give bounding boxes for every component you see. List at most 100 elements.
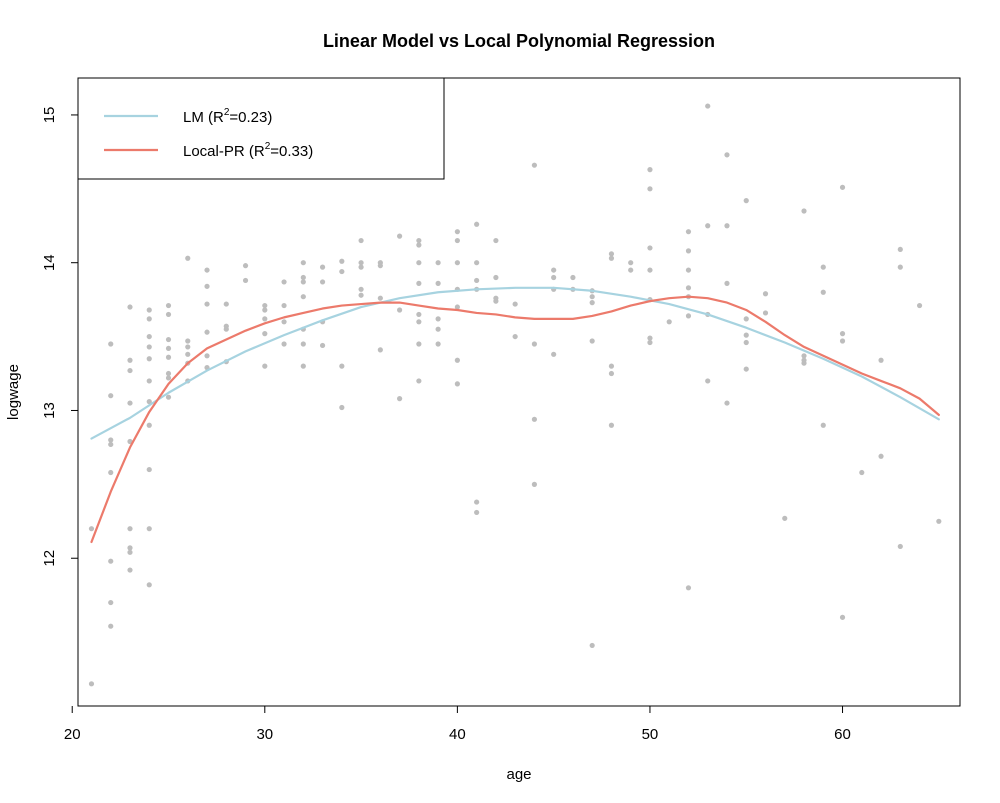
- data-point-77: [339, 268, 345, 275]
- data-point-136: [589, 300, 595, 306]
- data-point-113: [474, 260, 480, 266]
- data-point-76: [339, 258, 345, 264]
- data-point-54: [242, 263, 249, 269]
- data-point-26: [146, 422, 152, 428]
- data-point-19: [146, 307, 152, 313]
- data-point-6: [108, 469, 114, 476]
- data-point-117: [474, 509, 480, 516]
- data-point-22: [146, 344, 152, 350]
- data-point-28: [146, 526, 152, 532]
- data-point-59: [262, 331, 268, 337]
- data-point-55: [242, 277, 249, 284]
- data-point-192: [897, 264, 903, 270]
- data-point-164: [705, 378, 711, 384]
- data-point-7: [108, 558, 114, 564]
- data-point-0: [88, 681, 95, 687]
- data-point-131: [551, 351, 557, 357]
- data-point-5: [108, 441, 114, 448]
- plot-frame: [77, 77, 961, 707]
- data-point-184: [839, 184, 846, 190]
- data-point-10: [127, 304, 133, 310]
- data-point-23: [146, 356, 152, 362]
- data-point-1: [88, 526, 95, 532]
- x-tick-label-0: 20: [64, 726, 81, 743]
- data-point-36: [165, 375, 172, 381]
- data-point-149: [647, 267, 653, 273]
- data-point-138: [589, 642, 595, 649]
- data-point-178: [801, 353, 807, 359]
- data-point-67: [300, 279, 306, 285]
- data-point-40: [185, 344, 191, 350]
- data-point-195: [936, 518, 942, 524]
- data-point-154: [685, 229, 692, 235]
- data-point-44: [204, 267, 210, 273]
- data-point-2: [108, 341, 114, 347]
- data-point-104: [435, 341, 441, 347]
- data-point-56: [262, 302, 268, 309]
- data-point-157: [685, 285, 692, 291]
- data-point-21: [146, 333, 152, 340]
- data-point-102: [435, 316, 441, 322]
- data-point-89: [397, 233, 403, 239]
- data-point-162: [705, 223, 711, 229]
- data-point-159: [685, 313, 692, 319]
- data-point-160: [685, 585, 692, 591]
- data-point-4: [108, 437, 114, 443]
- data-point-193: [897, 543, 903, 550]
- data-point-182: [820, 289, 826, 295]
- data-point-61: [281, 279, 287, 285]
- data-point-140: [608, 255, 615, 261]
- data-point-129: [551, 274, 557, 281]
- data-point-114: [474, 277, 480, 284]
- data-point-90: [397, 307, 403, 313]
- data-point-194: [916, 302, 923, 309]
- data-point-100: [435, 260, 441, 266]
- data-point-151: [647, 335, 653, 341]
- data-point-152: [647, 339, 653, 346]
- data-point-18: [127, 567, 133, 573]
- data-point-166: [724, 223, 730, 229]
- scatter-points: [88, 103, 942, 687]
- data-point-180: [801, 360, 807, 366]
- legend-item-lm: LM (R2=0.23): [104, 107, 272, 126]
- data-point-191: [897, 246, 903, 253]
- data-point-62: [281, 302, 287, 309]
- x-axis: 20 30 40 50 60: [64, 706, 851, 743]
- data-point-13: [127, 400, 133, 406]
- data-point-97: [416, 319, 422, 325]
- data-point-34: [165, 354, 172, 360]
- data-point-24: [146, 378, 152, 384]
- data-point-141: [608, 363, 615, 369]
- lm-fit-line: [90, 286, 940, 440]
- fit-lines: [90, 286, 940, 544]
- data-point-168: [724, 400, 730, 406]
- data-point-63: [281, 319, 287, 325]
- data-point-46: [204, 301, 210, 307]
- data-point-25: [146, 399, 152, 405]
- data-point-185: [839, 331, 846, 337]
- data-point-101: [435, 280, 441, 286]
- data-point-38: [185, 255, 191, 261]
- data-point-75: [319, 342, 326, 349]
- data-point-35: [165, 370, 172, 377]
- data-point-137: [589, 338, 595, 344]
- data-point-103: [435, 326, 441, 332]
- data-point-186: [839, 338, 846, 344]
- data-point-65: [300, 260, 306, 266]
- data-point-99: [416, 378, 422, 384]
- y-tick-label-3: 15: [41, 107, 58, 124]
- data-point-11: [127, 357, 133, 363]
- data-point-190: [878, 453, 884, 459]
- data-point-127: [531, 481, 538, 487]
- legend-item-local-pr: Local-PR (R2=0.33): [104, 141, 313, 160]
- data-point-110: [454, 357, 460, 363]
- data-point-81: [358, 260, 364, 266]
- data-point-122: [512, 301, 518, 307]
- data-point-15: [127, 526, 133, 532]
- data-point-170: [743, 316, 749, 322]
- legend-box: [77, 77, 445, 180]
- y-axis: 12 13 14 15: [41, 107, 78, 567]
- y-tick-label-1: 13: [41, 402, 58, 419]
- data-point-31: [165, 311, 172, 318]
